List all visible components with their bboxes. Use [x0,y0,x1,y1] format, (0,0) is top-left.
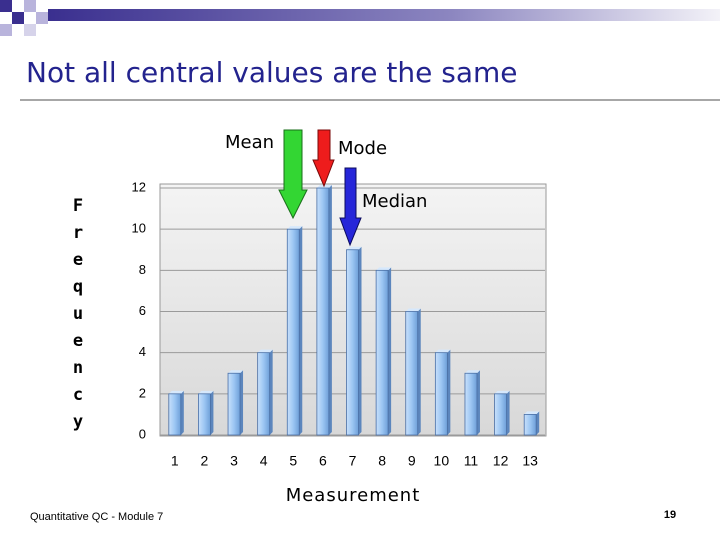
median-arrow [339,167,362,247]
y-tick-label: 2 [139,385,146,400]
decoration [0,0,720,101]
mode-arrow [312,129,335,188]
bar [346,249,359,436]
bar-top [346,246,362,250]
bar [464,372,478,436]
x-axis-label: Measurement [286,485,421,506]
bar-side [447,349,451,435]
bar-top [376,267,392,271]
y-tick-label: 10 [132,221,146,236]
page-number: 19 [664,509,676,521]
bar-side [506,390,510,435]
bar-top [524,411,540,415]
bar [375,269,389,436]
bar [286,228,300,436]
bar-top [168,390,184,394]
x-tick-label: 1 [171,453,179,469]
annotation: Mode [338,138,387,159]
bar-side [210,390,214,435]
bar-top [435,349,451,353]
x-tick-label: 13 [522,453,538,469]
bar [523,414,537,436]
bar-side [358,246,362,435]
x-tick-label: 7 [349,453,357,469]
y-tick-label: 8 [139,262,146,277]
bar-top [494,390,510,394]
bar [257,352,271,436]
y-tick-label: 0 [139,426,146,441]
bar [227,372,241,436]
x-tick-label: 8 [378,453,386,469]
y-tick-label: 4 [139,344,146,359]
y-tick-label: 12 [132,179,146,194]
bar [494,393,507,436]
bar-top [257,349,273,353]
x-tick-label: 5 [289,453,297,469]
bar-side [388,267,392,435]
bar-side [476,370,480,435]
x-tick-label: 6 [319,453,327,469]
bar [316,187,330,436]
x-tick-label: 3 [230,453,238,469]
footer: Quantitative QC - Module 7 [30,511,163,523]
bar-side [269,349,273,435]
bar-side [536,411,540,435]
bar-top [287,226,303,230]
slide-title: Not all central values are the same [26,56,518,89]
bar-top [228,370,244,374]
mean-arrow [278,129,308,220]
x-tick-label: 9 [408,453,416,469]
x-tick-label: 11 [464,453,479,469]
x-tick-label: 2 [201,453,209,469]
bar [405,311,419,436]
y-axis-label: Frequency [68,196,88,439]
bar-side [299,226,303,435]
x-tick-label: 10 [434,453,450,469]
bar-top [198,390,214,394]
bar-top [405,308,421,312]
bar-top [464,370,480,374]
x-tick-label: 4 [260,453,268,469]
bar-top [316,185,332,188]
bar [198,393,211,436]
bar-side [180,390,184,435]
bar [434,352,448,436]
annotation: Median [362,191,427,212]
x-tick-label: 12 [493,453,509,469]
bar-side [240,370,244,435]
annotation: Mean [225,132,274,153]
y-tick-label: 6 [139,303,146,318]
bar-side [417,308,421,435]
bar [168,393,182,436]
bar-side [328,185,332,435]
